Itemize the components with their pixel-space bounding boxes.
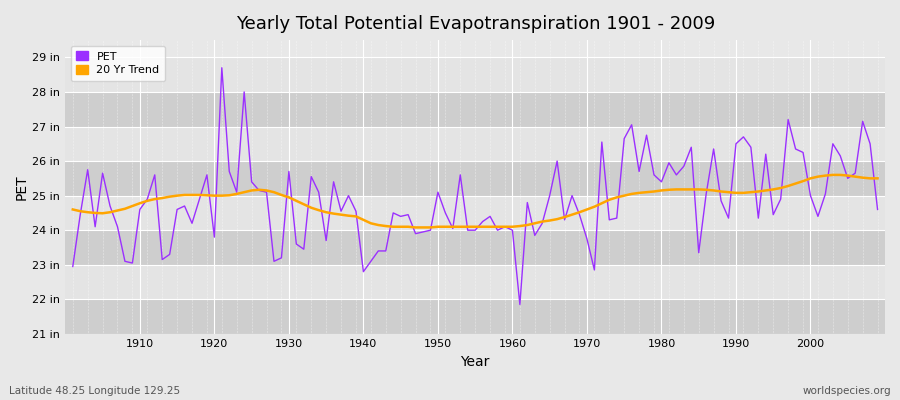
Bar	[66, 230, 885, 265]
Text: worldspecies.org: worldspecies.org	[803, 386, 891, 396]
Legend: PET, 20 Yr Trend: PET, 20 Yr Trend	[71, 46, 165, 81]
PET	[127, 261, 138, 266]
PET	[299, 247, 310, 252]
20 Yr Trend	[827, 172, 838, 177]
20 Yr Trend	[515, 224, 526, 228]
PET	[507, 228, 517, 233]
Bar	[66, 265, 885, 299]
Bar	[66, 196, 885, 230]
20 Yr Trend	[604, 197, 615, 202]
PET	[872, 207, 883, 212]
Bar	[66, 161, 885, 196]
PET	[343, 193, 354, 198]
20 Yr Trend	[410, 225, 421, 230]
Title: Yearly Total Potential Evapotranspiration 1901 - 2009: Yearly Total Potential Evapotranspiratio…	[236, 15, 715, 33]
20 Yr Trend	[291, 198, 302, 203]
Line: PET: PET	[73, 68, 878, 304]
PET	[68, 264, 78, 269]
Y-axis label: PET: PET	[15, 174, 29, 200]
Bar	[66, 57, 885, 92]
PET	[515, 302, 526, 307]
20 Yr Trend	[507, 224, 517, 229]
Line: 20 Yr Trend: 20 Yr Trend	[73, 175, 878, 228]
20 Yr Trend	[127, 204, 138, 208]
PET	[522, 200, 533, 205]
20 Yr Trend	[68, 207, 78, 212]
20 Yr Trend	[872, 176, 883, 181]
Bar	[66, 92, 885, 126]
Bar	[66, 126, 885, 161]
Bar	[66, 299, 885, 334]
X-axis label: Year: Year	[461, 355, 490, 369]
20 Yr Trend	[336, 212, 346, 217]
PET	[216, 65, 227, 70]
Text: Latitude 48.25 Longitude 129.25: Latitude 48.25 Longitude 129.25	[9, 386, 180, 396]
PET	[611, 216, 622, 220]
